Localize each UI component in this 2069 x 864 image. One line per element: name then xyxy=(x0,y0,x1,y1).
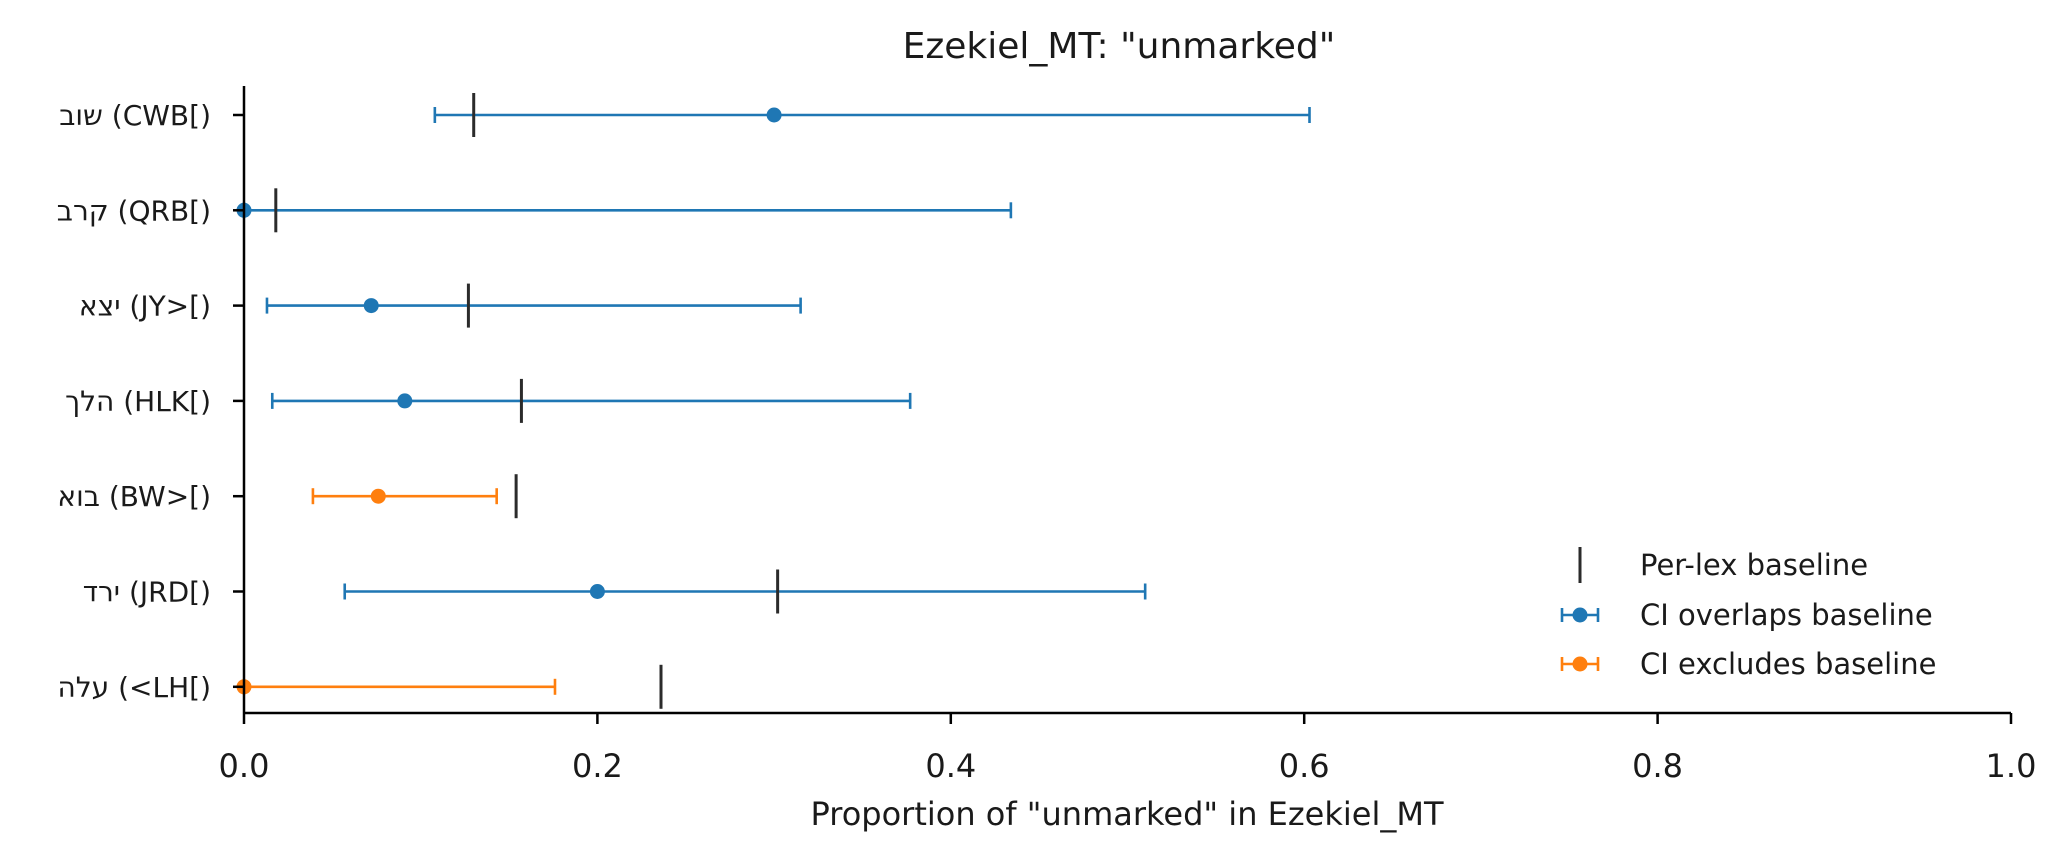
legend-item-baseline: Per-lex baseline xyxy=(1578,547,1868,583)
y-tick-label: בוא (BW>[) xyxy=(57,480,211,513)
x-axis-label: Proportion of "unmarked" in Ezekiel_MT xyxy=(811,795,1444,833)
row-0 xyxy=(433,93,1311,137)
x-tick-label: 0.8 xyxy=(1632,747,1683,785)
chart-title: Ezekiel_MT: "unmarked" xyxy=(903,26,1336,67)
x-tick-label: 0.2 xyxy=(572,747,623,785)
point-estimate xyxy=(363,298,379,314)
point-estimate xyxy=(370,488,386,504)
y-axis-ticks: שוב (CWB[) קרב (QRB[) יצא (JY>[) הלך (HLK[)… xyxy=(57,99,244,704)
row-3 xyxy=(270,378,912,423)
x-tick-label: 0.0 xyxy=(219,747,270,785)
row-5 xyxy=(343,569,1147,614)
plot-area xyxy=(236,93,1311,709)
x-tick-label: 0.4 xyxy=(925,747,976,785)
legend-label: CI overlaps baseline xyxy=(1640,598,1933,632)
x-tick-label: 0.6 xyxy=(1279,747,1330,785)
legend-label: Per-lex baseline xyxy=(1640,548,1868,582)
row-2 xyxy=(265,283,802,328)
legend: Per-lex baseline CI overlaps baseline CI e… xyxy=(1560,547,1936,681)
legend-item-excludes: CI excludes baseline xyxy=(1560,647,1936,681)
x-axis-ticks: 0.0 0.2 0.4 0.6 0.8 1.0 xyxy=(219,713,2037,785)
legend-point-icon xyxy=(1572,656,1588,672)
y-tick-label: הלך (HLK[) xyxy=(65,385,211,418)
point-estimate xyxy=(397,393,413,409)
point-estimate xyxy=(766,107,782,123)
y-tick-label: יצא (JY>[) xyxy=(79,290,211,323)
y-tick-label: קרב (QRB[) xyxy=(57,194,211,227)
legend-point-icon xyxy=(1572,607,1588,623)
row-1 xyxy=(236,188,1013,233)
row-4 xyxy=(311,474,518,519)
legend-label: CI excludes baseline xyxy=(1640,647,1936,681)
x-tick-label: 1.0 xyxy=(1986,747,2037,785)
y-tick-label: עלה (<LH[) xyxy=(57,671,211,704)
y-tick-label: שוב (CWB[) xyxy=(59,99,211,132)
point-estimate xyxy=(589,584,605,599)
legend-item-overlaps: CI overlaps baseline xyxy=(1560,598,1933,632)
row-6 xyxy=(236,664,663,709)
y-tick-label: ירד (JRD[) xyxy=(83,576,211,609)
